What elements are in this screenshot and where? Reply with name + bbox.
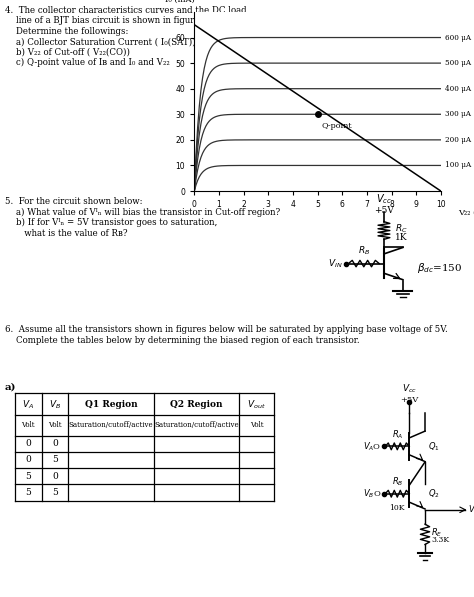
Text: 100 μA: 100 μA <box>445 161 471 170</box>
Text: 5: 5 <box>52 488 58 497</box>
Text: 0: 0 <box>25 456 31 464</box>
Text: $R_E$: $R_E$ <box>431 527 443 539</box>
Text: 500 μA: 500 μA <box>445 59 471 67</box>
Text: 4.  The collector characteristics curves and the DC load
    line of a BJT bias : 4. The collector characteristics curves … <box>5 6 246 67</box>
Text: I₀ (mA): I₀ (mA) <box>165 0 194 4</box>
Text: 0: 0 <box>52 472 58 481</box>
Text: $R_A$: $R_A$ <box>392 429 403 441</box>
Text: 0: 0 <box>25 439 31 448</box>
Text: Q2 Region: Q2 Region <box>170 400 223 409</box>
Text: Volt: Volt <box>250 421 264 429</box>
Text: V₂₂ (V): V₂₂ (V) <box>458 209 474 217</box>
Text: $R_B$: $R_B$ <box>358 245 370 257</box>
Text: 10K: 10K <box>390 504 405 512</box>
Text: 5: 5 <box>25 472 31 481</box>
Text: a): a) <box>5 382 16 391</box>
Text: 1K: 1K <box>394 233 407 242</box>
Text: Q1 Region: Q1 Region <box>85 400 137 409</box>
Text: 200 μA: 200 μA <box>445 136 471 144</box>
Text: $R_B$: $R_B$ <box>392 476 403 488</box>
Text: 600 μA: 600 μA <box>445 33 471 42</box>
Text: $Q_2$: $Q_2$ <box>428 488 439 500</box>
Text: Volt: Volt <box>21 421 35 429</box>
Text: Saturation/cutoff/active: Saturation/cutoff/active <box>69 421 153 429</box>
Text: $V_{out}$: $V_{out}$ <box>247 398 266 411</box>
Text: $V_A$O: $V_A$O <box>363 440 382 453</box>
Text: $R_C$: $R_C$ <box>394 223 407 235</box>
Text: $V_{out}$: $V_{out}$ <box>467 503 474 516</box>
Text: 6.  Assume all the transistors shown in figures below will be saturated by apply: 6. Assume all the transistors shown in f… <box>5 325 447 344</box>
Text: 0: 0 <box>52 439 58 448</box>
Text: $\beta_{dc}$=150: $\beta_{dc}$=150 <box>417 261 463 275</box>
Text: 3.3K: 3.3K <box>431 536 450 544</box>
Text: 5: 5 <box>52 456 58 464</box>
Text: $V_{cc}$: $V_{cc}$ <box>376 193 392 207</box>
Text: Volt: Volt <box>48 421 62 429</box>
Text: $V_{cc}$: $V_{cc}$ <box>402 382 417 395</box>
Text: $Q_1$: $Q_1$ <box>428 440 439 453</box>
Text: $V_B$: $V_B$ <box>49 398 61 411</box>
Text: 5.  For the circuit shown below:
    a) What value of Vᴵₙ will bias the transist: 5. For the circuit shown below: a) What … <box>5 197 280 238</box>
Text: Saturation/cutoff/active: Saturation/cutoff/active <box>154 421 239 429</box>
Text: 5: 5 <box>25 488 31 497</box>
Text: 300 μA: 300 μA <box>445 110 471 118</box>
Text: $V_{IN}$: $V_{IN}$ <box>328 257 342 270</box>
Text: 400 μA: 400 μA <box>445 85 471 93</box>
Text: +5V: +5V <box>374 205 394 214</box>
Text: $V_B$O: $V_B$O <box>363 488 382 500</box>
Text: +5V: +5V <box>400 396 419 404</box>
Text: Q-point: Q-point <box>321 122 352 130</box>
Text: $V_A$: $V_A$ <box>22 398 34 411</box>
